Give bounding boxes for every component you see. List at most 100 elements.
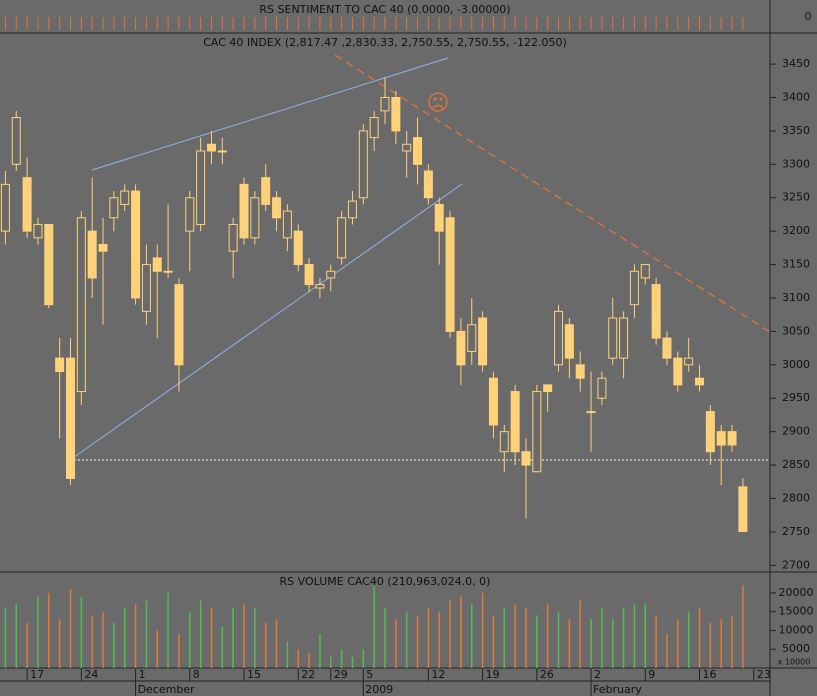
candle-body <box>87 230 97 279</box>
candle-body <box>640 264 650 279</box>
candle-body <box>358 130 368 199</box>
month-label: December <box>138 683 196 696</box>
y-tick-label: 3050 <box>782 324 810 337</box>
candle-body <box>727 431 737 446</box>
month-label: February <box>593 683 642 696</box>
candle-body <box>272 197 282 219</box>
trend-line <box>91 57 449 171</box>
candle-body <box>629 270 639 306</box>
y-tick-label: 3100 <box>782 291 810 304</box>
panel-title: CAC 40 INDEX (2,817.47 ,2,830.33, 2,750.… <box>203 36 567 49</box>
candle-body <box>478 317 488 366</box>
candle-body <box>402 143 412 152</box>
candle-body <box>55 357 65 373</box>
candle-body <box>391 96 401 132</box>
x-tick-label: 17 <box>30 668 44 681</box>
y-tick-label: 3000 <box>782 358 810 371</box>
candle-body <box>141 264 151 312</box>
candle-body <box>315 284 325 289</box>
candle-body <box>337 217 347 259</box>
candle-body <box>597 377 607 399</box>
candle-body <box>543 384 553 393</box>
candle-body <box>456 330 466 366</box>
y-tick-label: 3150 <box>782 258 810 271</box>
y-tick-label: 5000 <box>782 642 810 655</box>
candle-body <box>499 431 509 453</box>
x-tick-label: 24 <box>84 668 98 681</box>
trend-line <box>69 183 463 461</box>
candle-body <box>380 96 390 112</box>
candle-body <box>261 177 271 205</box>
candle-body <box>521 451 531 466</box>
candle-body <box>695 377 705 386</box>
y-tick-label: 3250 <box>782 191 810 204</box>
candle-body <box>152 257 162 272</box>
candle-body <box>76 217 86 393</box>
candle-body <box>684 357 694 366</box>
candle-body <box>174 284 184 366</box>
y-tick-label: 2950 <box>782 391 810 404</box>
y-tick-label: 20000 <box>779 586 814 599</box>
candle-body <box>619 317 629 359</box>
candle-body <box>434 203 444 232</box>
candle-body <box>488 377 498 426</box>
candle-body <box>185 197 195 232</box>
frown-icon <box>428 92 448 112</box>
x-tick-label: 9 <box>648 668 655 681</box>
candle-body <box>206 143 216 152</box>
candle-body <box>196 150 206 225</box>
candle-body <box>705 411 715 453</box>
candle-body <box>347 200 357 219</box>
y-tick-label: 0 <box>805 10 812 23</box>
y-tick-label: 2750 <box>782 525 810 538</box>
candle-body <box>586 411 596 414</box>
candle-body <box>651 284 661 339</box>
y-tick-label: 3350 <box>782 124 810 137</box>
unit-label: x 10000 <box>778 658 811 667</box>
candle-body <box>120 190 130 205</box>
candle-body <box>22 177 32 232</box>
candle-body <box>282 210 292 239</box>
candle-body <box>738 486 748 533</box>
candle-body <box>532 391 542 473</box>
candle-body <box>65 357 75 479</box>
x-tick-label: 26 <box>540 668 554 681</box>
candle-body <box>608 317 618 359</box>
candle-body <box>163 270 173 273</box>
candle-body <box>716 431 726 446</box>
candle-body <box>131 190 141 299</box>
candle-body <box>239 183 249 239</box>
candle-body <box>326 270 336 279</box>
candle-body <box>467 324 477 352</box>
candle-body <box>304 264 314 286</box>
x-tick-label: 29 <box>334 668 348 681</box>
candle-body <box>109 197 119 219</box>
candle-body <box>44 223 54 306</box>
x-tick-label: 5 <box>366 668 373 681</box>
candle-body <box>293 230 303 266</box>
candle-body <box>0 183 10 232</box>
y-tick-label: 2700 <box>782 558 810 571</box>
candle-body <box>662 337 672 359</box>
candle-body <box>423 170 433 199</box>
y-tick-label: 2850 <box>782 458 810 471</box>
y-tick-label: 3300 <box>782 157 810 170</box>
candle-body <box>217 150 227 153</box>
y-tick-label: 2900 <box>782 425 810 438</box>
candle-body <box>413 137 423 165</box>
panel-title: RS SENTIMENT TO CAC 40 (0.0000, -3.00000… <box>259 3 510 16</box>
candle-body <box>98 244 108 252</box>
x-tick-label: 2 <box>594 668 601 681</box>
y-tick-label: 10000 <box>779 623 814 636</box>
y-tick-label: 15000 <box>779 605 814 618</box>
panel-title: RS VOLUME CAC40 (210,963,024.0, 0) <box>280 575 491 588</box>
y-tick-label: 2800 <box>782 491 810 504</box>
y-tick-label: 3450 <box>782 57 810 70</box>
candle-body <box>673 357 683 386</box>
x-tick-label: 12 <box>431 668 445 681</box>
x-tick-label: 19 <box>486 668 500 681</box>
resistance-line <box>334 54 771 333</box>
y-tick-label: 3400 <box>782 90 810 103</box>
